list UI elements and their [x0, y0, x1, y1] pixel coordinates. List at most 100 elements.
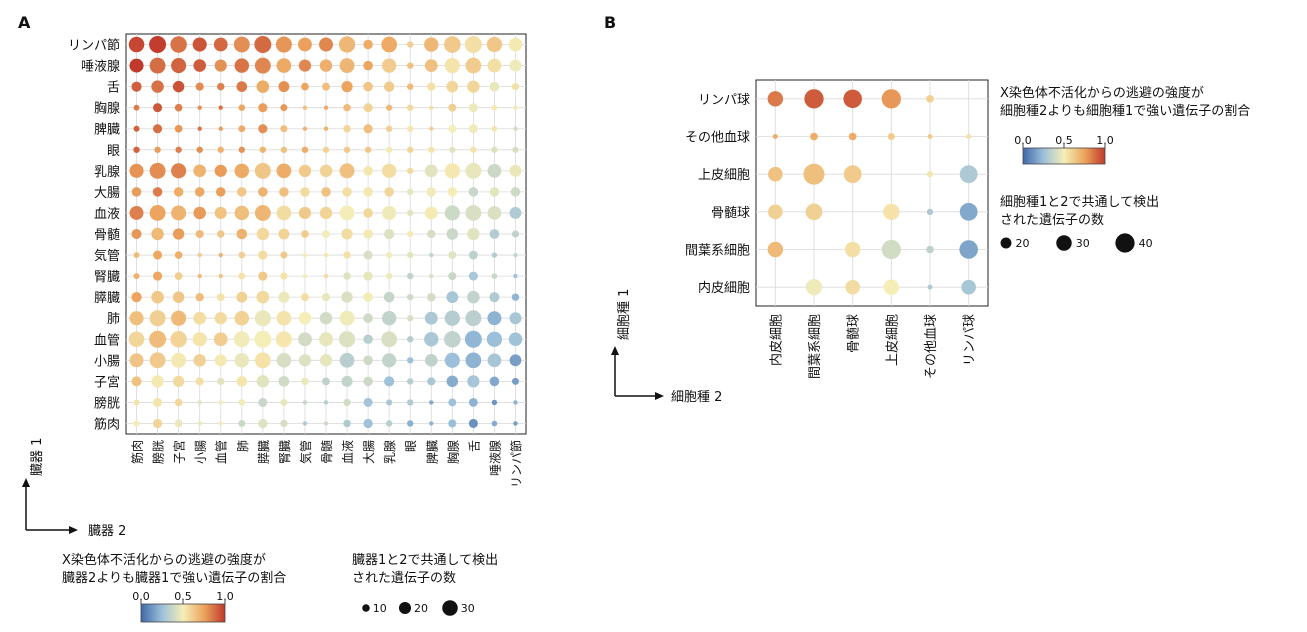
- dot-point: [381, 311, 397, 326]
- dot-point: [195, 82, 204, 91]
- row-label: 肺: [107, 312, 120, 327]
- dot-point: [254, 57, 271, 74]
- dot-point: [381, 36, 398, 53]
- row-label: 舌: [107, 81, 120, 96]
- dot-point: [467, 227, 480, 241]
- dot-point: [197, 252, 202, 258]
- row-label: 乳腺: [94, 165, 120, 180]
- dot-point: [174, 398, 183, 407]
- dot-point: [513, 400, 518, 405]
- dot-point: [280, 104, 288, 112]
- dot-point: [174, 419, 183, 428]
- dot-point: [407, 315, 414, 322]
- dot-point: [382, 353, 397, 368]
- size-legend-dot: [398, 601, 412, 615]
- dot-point: [429, 126, 434, 131]
- panel-a-color-legend-title-2: 臓器2よりも臓器1で強い遺伝子の割合: [62, 570, 286, 586]
- size-legend-label: 20: [414, 602, 428, 615]
- dot-point: [343, 398, 351, 407]
- dot-point: [133, 146, 140, 153]
- row-label: 血液: [94, 207, 120, 222]
- right-arrow-icon: [655, 392, 664, 400]
- dot-point: [323, 105, 329, 110]
- dot-point: [385, 125, 393, 132]
- dot-point: [323, 126, 329, 131]
- dot-point: [959, 240, 978, 259]
- dot-point: [363, 124, 373, 134]
- dot-point: [511, 293, 520, 301]
- dot-point: [363, 60, 373, 71]
- dot-point: [214, 312, 227, 325]
- dot-point: [363, 397, 373, 407]
- dot-point: [364, 146, 372, 153]
- row-label: 眼: [107, 144, 120, 159]
- panel-a-size-legend-title-1: 臓器1と2で共通して検出: [352, 553, 498, 568]
- row-label: リンパ節: [68, 39, 120, 54]
- dot-point: [133, 420, 140, 427]
- col-label: 乳腺: [383, 440, 397, 464]
- dot-point: [171, 205, 187, 221]
- panel-b-dots: [767, 89, 978, 296]
- dot-point: [444, 205, 460, 221]
- dot-point: [407, 146, 414, 153]
- dot-point: [407, 62, 414, 69]
- dot-point: [467, 290, 480, 304]
- dot-point: [966, 134, 972, 139]
- col-label: 唾液腺: [487, 440, 502, 476]
- dot-point: [343, 103, 351, 112]
- dot-point: [280, 251, 288, 259]
- dot-point: [491, 104, 498, 111]
- col-label: 大腸: [362, 440, 376, 464]
- dot-point: [151, 80, 164, 93]
- dot-point: [323, 252, 329, 258]
- col-label: 胸腺: [445, 440, 460, 464]
- size-legend-dot: [442, 600, 458, 616]
- dot-point: [213, 332, 228, 347]
- col-label: 気管: [298, 440, 313, 464]
- dot-point: [302, 421, 308, 426]
- dot-point: [218, 421, 223, 426]
- dot-point: [486, 331, 503, 347]
- dot-point: [302, 126, 308, 131]
- dot-point: [407, 230, 414, 238]
- panel-b-size-legend: 細胞種1と2で共通して検出 された遺伝子の数 20 30 40: [1000, 194, 1159, 253]
- dot-point: [844, 241, 861, 258]
- dot-point: [407, 378, 414, 385]
- dot-point: [444, 163, 460, 179]
- dot-point: [767, 91, 784, 107]
- dot-point: [298, 164, 312, 177]
- row-label: 胸腺: [94, 102, 120, 117]
- dot-point: [424, 332, 439, 347]
- dot-point: [926, 208, 934, 216]
- dot-point: [429, 273, 434, 279]
- dot-point: [131, 187, 142, 197]
- dot-point: [465, 352, 482, 369]
- dot-point: [407, 420, 414, 427]
- dot-point: [280, 272, 288, 280]
- dot-point: [236, 228, 248, 240]
- row-label: 内皮細胞: [698, 280, 750, 296]
- dot-point: [258, 187, 268, 197]
- dot-point: [341, 291, 353, 303]
- dot-point: [195, 292, 204, 302]
- dot-point: [446, 375, 459, 388]
- dot-point: [217, 230, 225, 238]
- dot-point: [233, 36, 250, 53]
- dot-point: [279, 187, 289, 197]
- dot-point: [131, 228, 142, 240]
- dot-point: [197, 400, 202, 405]
- dot-point: [338, 36, 356, 53]
- dot-point: [236, 376, 248, 387]
- dot-point: [465, 162, 482, 179]
- dot-point: [465, 310, 482, 327]
- dot-point: [322, 146, 330, 153]
- dot-point: [343, 419, 351, 428]
- panel-a-axis-arrows: 臓器 1 臓器 2: [22, 438, 126, 539]
- dot-point: [429, 252, 434, 258]
- dot-point: [254, 204, 271, 221]
- dot-point: [489, 229, 500, 239]
- dot-point: [149, 352, 166, 369]
- dot-point: [444, 57, 460, 74]
- row-label: 膀胱: [94, 395, 120, 411]
